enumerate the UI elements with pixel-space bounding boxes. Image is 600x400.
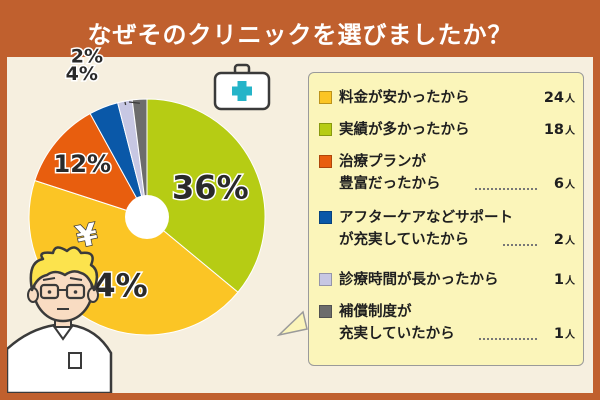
legend-count: 1人 <box>553 326 575 342</box>
pie-slice <box>34 112 149 218</box>
legend-swatch <box>319 155 332 168</box>
medical-kit-icon <box>213 63 271 111</box>
pie-center-hole <box>125 195 169 239</box>
legend-dotted-leader <box>503 244 537 246</box>
legend-label: 豊富だったから <box>339 176 441 192</box>
legend-item: 料金が安かったから 24人 <box>319 87 575 109</box>
legend-swatch <box>319 123 332 136</box>
pie-slice <box>131 98 148 218</box>
legend-swatch <box>319 211 332 224</box>
pie-percent-label: 4% <box>66 63 98 85</box>
legend-dotted-leader <box>475 188 537 190</box>
chart-title: なぜそのクリニックを選びましたか？ <box>87 20 513 49</box>
pie-leader-line <box>124 101 127 106</box>
legend-label: 治療プランが <box>339 154 426 170</box>
legend-count: 1人 <box>553 272 575 288</box>
legend-swatch <box>319 91 332 104</box>
legend-count: 24人 <box>543 90 575 106</box>
legend-item: 補償制度が充実していたから 1人 <box>319 301 575 345</box>
man-with-glasses-illustration <box>7 246 113 393</box>
legend-label: 充実していたから <box>339 326 455 342</box>
legend-swatch <box>319 273 332 286</box>
pie-percent-label: 2% <box>71 45 103 67</box>
legend-item: 治療プランが 豊富だったから 6人 <box>319 151 575 195</box>
pie-percent-label: 36% <box>172 168 249 206</box>
legend-count: 2人 <box>553 232 575 248</box>
legend-label: 料金が安かったから <box>339 90 470 106</box>
legend-item: 診療時間が長かったから 1人 <box>319 269 575 291</box>
legend-label: 補償制度が <box>339 304 412 320</box>
speech-tail <box>276 310 308 337</box>
legend-item: アフターケアなどサポート が充実していたから 2人 <box>319 207 575 251</box>
pie-slice <box>146 98 266 293</box>
pie-chart: 44%36%12%4%2% ¥ <box>7 44 308 393</box>
legend-label: 診療時間が長かったから <box>339 272 499 288</box>
pie-percent-label: 12% <box>54 150 111 178</box>
pie-leader-line <box>128 101 140 104</box>
legend-item: 実績が多かったから 18人 <box>319 119 575 141</box>
legend-swatch <box>319 305 332 318</box>
title-bar: なぜそのクリニックを選びましたか？ <box>7 7 593 57</box>
legend-count: 6人 <box>553 176 575 192</box>
legend-label: アフターケアなどサポート <box>339 210 513 226</box>
legend-label: が充実していたから <box>339 232 470 248</box>
legend-label: 実績が多かったから <box>339 122 470 138</box>
legend-count: 18人 <box>543 122 575 138</box>
legend-box: 料金が安かったから 24人実績が多かったから 18人治療プランが 豊富だったから 6人ア… <box>308 72 584 366</box>
legend-dotted-leader <box>479 338 537 340</box>
